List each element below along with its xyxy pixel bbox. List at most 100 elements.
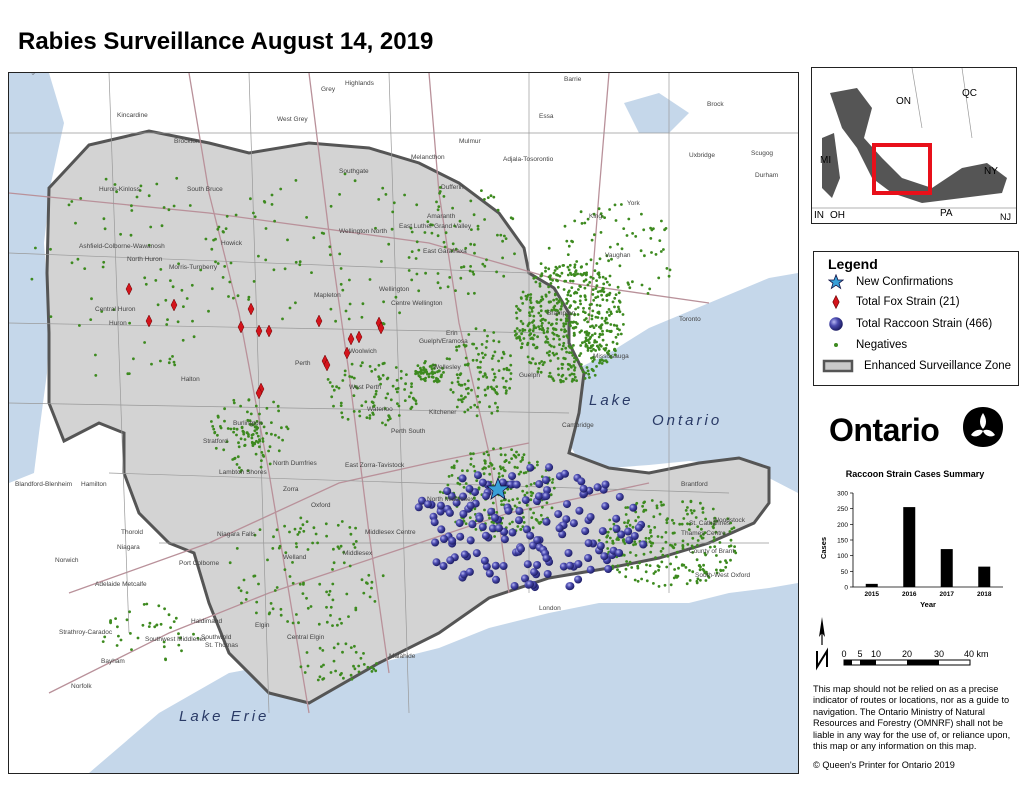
negative-dot: [78, 324, 81, 327]
negative-dot: [343, 373, 347, 377]
negative-dot: [597, 335, 601, 339]
negative-dot: [342, 676, 345, 680]
negative-dot: [274, 433, 277, 437]
negative-dot: [481, 262, 485, 266]
negative-dot: [607, 352, 610, 356]
negative-dot: [513, 504, 517, 508]
negative-dot: [570, 365, 573, 369]
negative-dot: [339, 401, 343, 405]
negative-dot: [649, 237, 653, 240]
scale-tick-20: 20: [902, 649, 912, 659]
negative-dot: [609, 356, 613, 359]
negative-dot: [368, 278, 372, 281]
place-label: North Dumfries: [273, 460, 317, 467]
negative-dot: [451, 206, 454, 210]
negative-dot: [175, 176, 179, 180]
negative-dot: [267, 449, 270, 453]
raccoon-strain-marker: [542, 517, 551, 526]
raccoon-strain-marker: [601, 480, 610, 489]
negative-dot: [547, 275, 551, 279]
negative-dot: [491, 368, 494, 371]
negative-dot: [475, 358, 479, 362]
negative-dot: [636, 566, 640, 570]
negative-dot: [607, 308, 611, 311]
negative-dot: [618, 328, 621, 332]
negative-dot: [404, 382, 407, 386]
negative-dot: [544, 266, 547, 270]
negative-dot: [715, 519, 719, 523]
negative-dot: [239, 437, 243, 441]
negative-dot: [348, 278, 351, 282]
negative-dot: [429, 223, 433, 227]
negative-dot: [671, 531, 675, 535]
negative-dot: [484, 393, 488, 397]
negative-dot: [469, 452, 472, 456]
negative-dot: [583, 330, 587, 334]
negative-dot: [360, 404, 364, 407]
negative-dot: [462, 265, 466, 269]
negative-dot: [486, 385, 490, 389]
negative-dot: [438, 191, 441, 195]
negative-dot: [566, 265, 570, 269]
place-label: King: [589, 213, 602, 220]
negative-dot: [226, 427, 230, 430]
negative-dot: [455, 345, 458, 349]
negative-dot: [531, 329, 535, 333]
raccoon-strain-marker: [508, 472, 517, 481]
negative-dot: [353, 644, 356, 648]
raccoon-strain-marker: [437, 525, 446, 534]
negative-dot: [431, 370, 434, 374]
negative-dot: [733, 549, 737, 553]
negative-dot: [239, 404, 243, 408]
negative-dot: [372, 667, 376, 671]
negative-dot: [566, 318, 569, 322]
negative-dot: [564, 377, 568, 381]
negative-dot: [485, 450, 489, 454]
negative-dot: [553, 269, 557, 272]
negative-dot: [334, 319, 337, 323]
raccoon-strain-marker: [500, 535, 509, 544]
negative-dot: [538, 284, 542, 288]
negative-dot: [626, 521, 630, 525]
negative-dot: [181, 338, 185, 342]
negative-dot: [433, 367, 436, 370]
negative-dot: [416, 364, 420, 367]
negative-dot: [162, 206, 166, 209]
negative-dot: [618, 310, 622, 314]
negative-dot: [616, 564, 620, 568]
negative-dot: [345, 592, 349, 596]
negative-dot: [469, 242, 473, 246]
negative-dot: [132, 357, 135, 361]
negative-dot: [380, 260, 383, 263]
negative-dot: [640, 283, 644, 287]
negative-dot: [711, 507, 715, 511]
negative-dot: [210, 287, 214, 291]
negative-dot: [353, 667, 357, 671]
negative-dot: [454, 247, 458, 251]
negative-dot: [519, 346, 523, 350]
negative-dot: [177, 643, 181, 647]
place-label: Dufferin: [441, 184, 464, 191]
negative-dot: [216, 433, 219, 437]
negative-dot: [623, 521, 626, 524]
negative-dot: [419, 377, 423, 381]
negative-dot: [560, 302, 564, 306]
negative-dot: [296, 533, 300, 536]
raccoon-strain-marker: [499, 562, 508, 570]
negative-dot: [611, 340, 615, 344]
negative-dot: [417, 248, 421, 252]
negative-dot: [539, 370, 543, 374]
negative-dot: [540, 360, 544, 363]
negative-dot: [727, 545, 731, 548]
negative-dot: [427, 372, 431, 376]
negative-dot: [466, 379, 470, 383]
raccoon-strain-marker: [634, 523, 643, 532]
negative-dot: [286, 238, 289, 242]
negative-dot: [648, 287, 652, 291]
negative-dot: [237, 586, 241, 590]
negative-dot: [409, 226, 413, 230]
negative-dot: [119, 232, 122, 236]
negative-dot: [552, 353, 556, 357]
negative-dot: [641, 504, 644, 508]
negative-dot: [229, 261, 233, 265]
